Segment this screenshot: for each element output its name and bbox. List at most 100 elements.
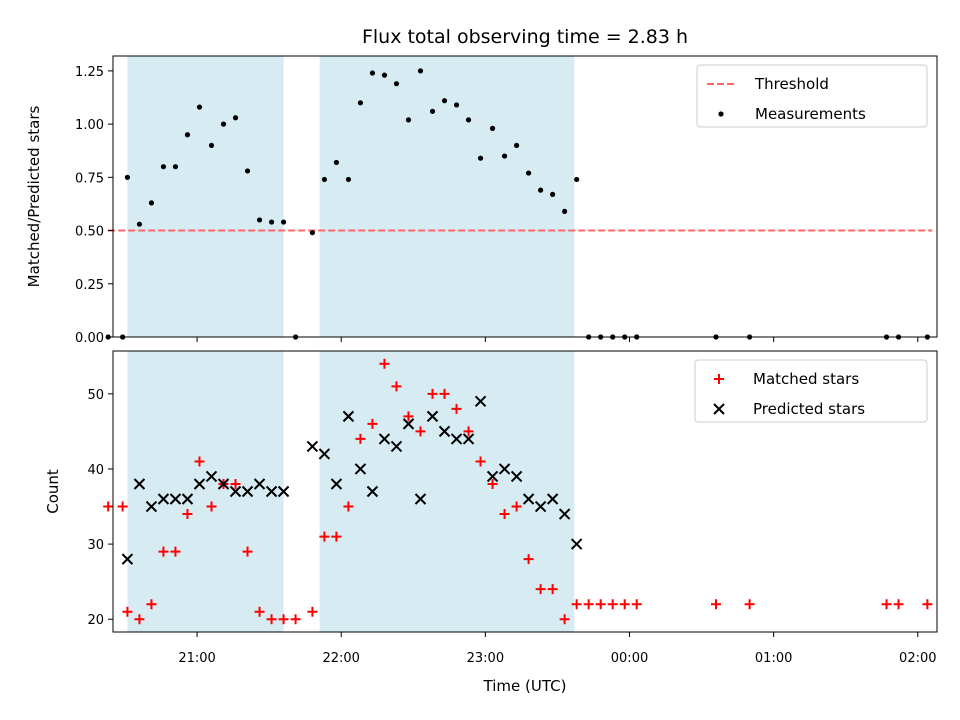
panel-ratio: 0.00 0.25 0.50 0.75 1.00 1.25 Matched/Predicte… xyxy=(25,55,938,346)
data-point xyxy=(121,553,134,565)
y-tick-label: 20 xyxy=(87,613,104,628)
data-point xyxy=(266,614,277,625)
legend-label: Matched stars xyxy=(753,370,859,388)
data-point xyxy=(546,493,559,505)
data-point xyxy=(510,470,523,483)
data-point xyxy=(451,403,462,414)
data-point xyxy=(607,599,618,610)
data-point xyxy=(355,433,366,444)
data-point xyxy=(321,176,328,183)
data-point xyxy=(570,538,583,550)
data-point xyxy=(184,132,191,138)
data-point xyxy=(145,500,158,513)
legend-label: Measurements xyxy=(755,105,866,123)
data-point xyxy=(403,411,414,422)
legend-box xyxy=(696,64,928,128)
legend-label: Predicted stars xyxy=(753,400,865,418)
data-point xyxy=(881,599,892,610)
data-point xyxy=(232,115,239,121)
data-point xyxy=(254,606,265,617)
data-point xyxy=(366,485,379,498)
data-point xyxy=(148,200,155,206)
data-point xyxy=(562,208,568,215)
data-point xyxy=(922,599,933,610)
data-point xyxy=(343,501,354,512)
data-point xyxy=(196,104,203,110)
data-point xyxy=(499,509,510,520)
data-point xyxy=(465,117,472,123)
data-point xyxy=(381,72,388,78)
observing-interval-1 xyxy=(127,351,284,632)
y-tick-label: 30 xyxy=(87,538,104,553)
y-tick-label: 40 xyxy=(87,463,104,478)
data-point xyxy=(354,463,367,475)
data-point xyxy=(230,478,241,489)
data-point xyxy=(124,174,131,180)
data-point xyxy=(501,153,508,159)
data-point xyxy=(205,470,218,483)
data-point xyxy=(256,217,263,223)
data-point xyxy=(534,500,547,513)
legend-handle xyxy=(713,403,725,415)
data-point xyxy=(538,187,544,193)
data-point xyxy=(583,599,594,610)
data-point xyxy=(169,493,182,505)
y-tick-label: 0.00 xyxy=(75,331,104,346)
legend-box xyxy=(694,359,928,423)
data-point xyxy=(194,456,205,467)
data-point xyxy=(511,501,522,512)
observing-interval-2 xyxy=(319,56,575,337)
legend-handle xyxy=(714,374,724,384)
data-point xyxy=(319,531,330,542)
data-point xyxy=(181,493,194,505)
data-point xyxy=(280,219,287,225)
data-point xyxy=(146,599,157,610)
data-point xyxy=(157,493,170,505)
data-point xyxy=(450,433,463,445)
data-point xyxy=(477,155,484,161)
data-point xyxy=(244,168,251,174)
data-point xyxy=(229,485,242,498)
data-point xyxy=(426,410,439,423)
data-point xyxy=(462,433,475,445)
data-point xyxy=(526,170,532,176)
x-tick-label: 22:00 xyxy=(322,651,359,666)
data-point xyxy=(367,418,378,429)
data-point xyxy=(309,230,315,236)
data-point xyxy=(893,599,904,610)
data-point xyxy=(369,70,376,76)
data-point xyxy=(535,584,546,595)
data-point xyxy=(631,599,642,610)
data-point xyxy=(379,358,390,369)
legend: Matched stars Predicted stars xyxy=(694,359,928,423)
data-point xyxy=(208,142,215,149)
data-point xyxy=(378,433,391,445)
x-tick-label: 21:00 xyxy=(178,651,215,666)
data-point xyxy=(405,117,412,123)
data-point xyxy=(122,606,133,617)
data-point xyxy=(206,501,217,512)
data-point xyxy=(522,493,535,505)
data-point xyxy=(277,485,290,498)
data-point xyxy=(441,98,448,104)
data-point xyxy=(558,508,571,520)
data-point xyxy=(333,159,340,166)
series-measurements xyxy=(105,68,930,340)
data-point xyxy=(513,142,520,149)
data-point xyxy=(571,599,582,610)
y-tick-label: 50 xyxy=(87,388,104,403)
chart-title: Flux total observing time = 2.83 h xyxy=(362,26,688,48)
x-tick-label: 00:00 xyxy=(611,651,648,666)
data-point xyxy=(342,410,355,423)
legend: Threshold Measurements xyxy=(696,64,928,128)
data-point xyxy=(103,501,114,512)
data-point xyxy=(619,599,630,610)
data-point xyxy=(182,509,193,520)
data-point xyxy=(414,493,427,505)
data-point xyxy=(429,108,436,114)
data-point xyxy=(265,485,278,498)
legend-label: Threshold xyxy=(754,75,829,93)
data-point xyxy=(170,546,181,557)
data-point xyxy=(475,456,486,467)
legend-handle xyxy=(718,111,724,117)
